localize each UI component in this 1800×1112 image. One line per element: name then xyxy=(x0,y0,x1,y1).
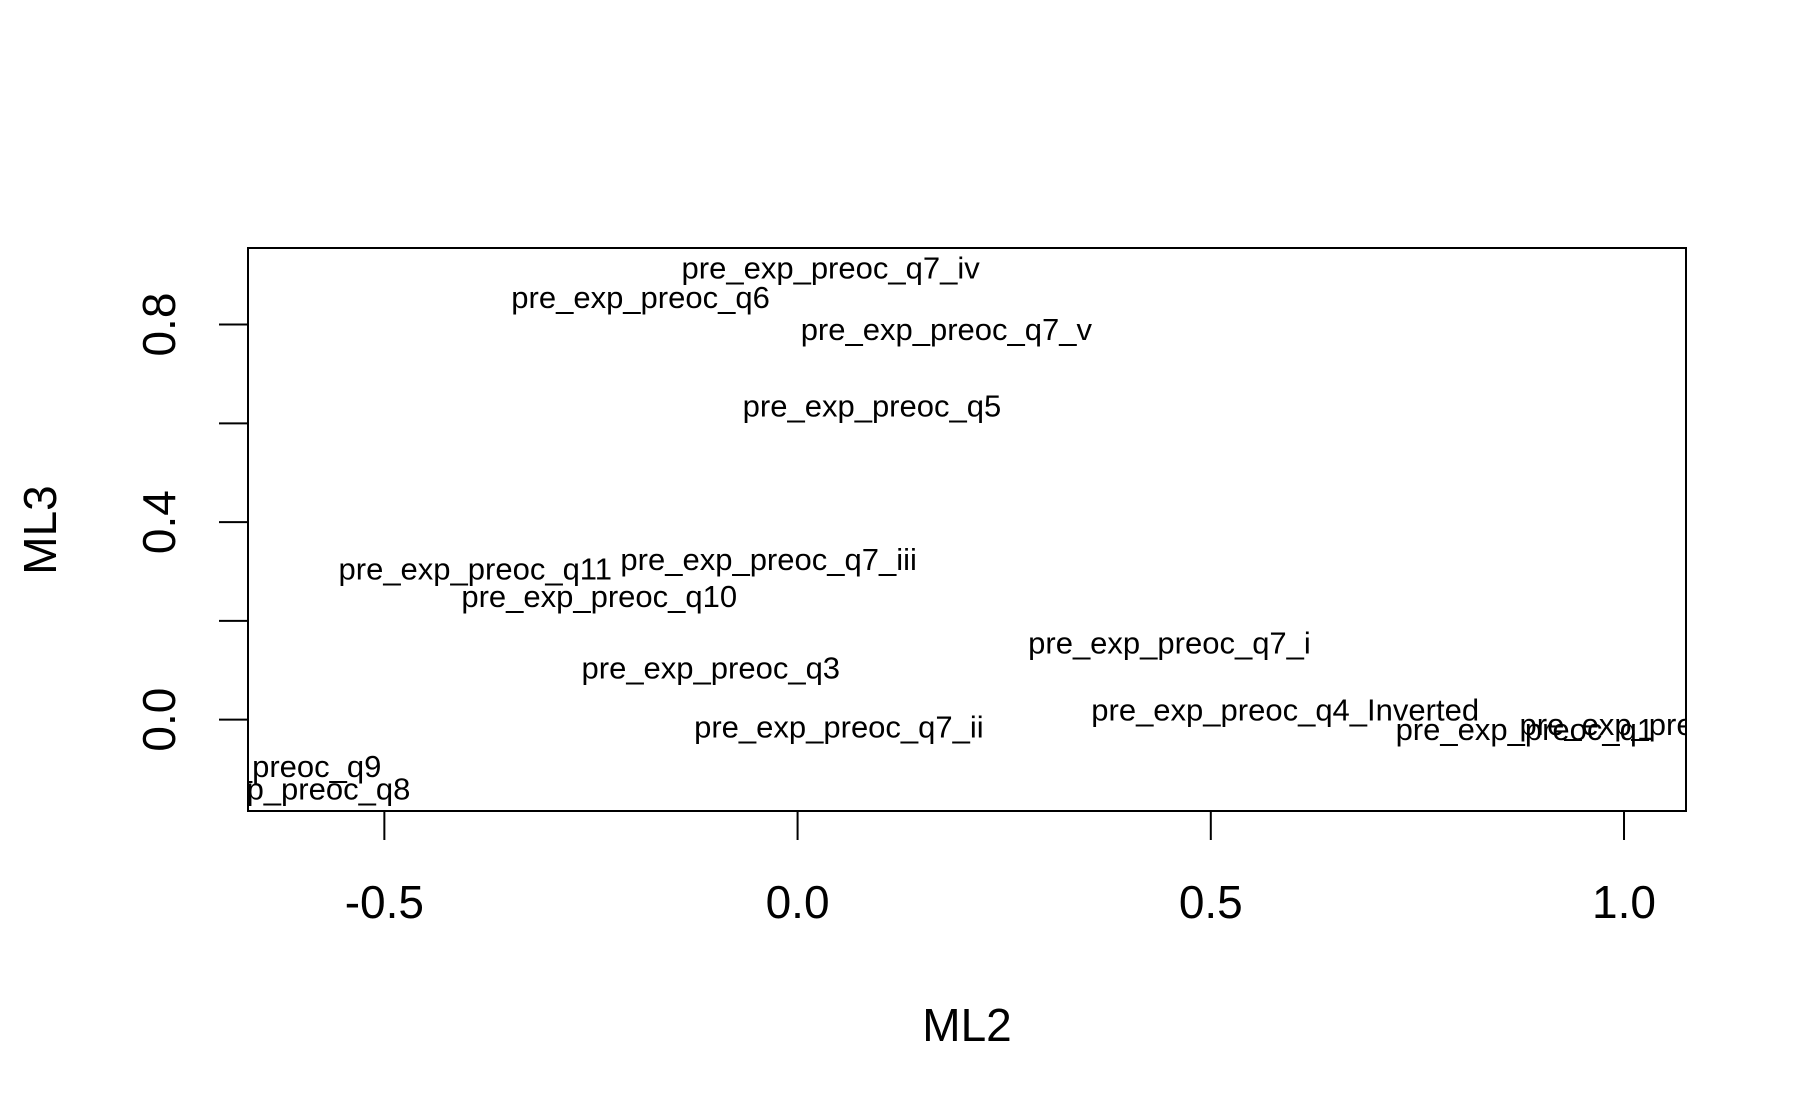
point-label: pre_exp_preoc_q7_iii xyxy=(620,542,916,577)
point-label: pre_exp_preoc_q7_iv xyxy=(682,250,981,285)
point-label: pre_exp_preoc_q1 xyxy=(1396,712,1655,747)
x-tick-label: -0.5 xyxy=(345,876,424,928)
x-tick-label: 0.0 xyxy=(766,876,830,928)
y-tick-label: 0.8 xyxy=(133,293,185,357)
point-label: pre_exp_preoc_q2 xyxy=(1520,707,1779,742)
x-tick-label: 1.0 xyxy=(1592,876,1656,928)
point-label: pre_exp_preoc_q9 xyxy=(123,749,382,784)
point-label: pre_exp_preoc_q3 xyxy=(582,650,841,685)
plot-frame xyxy=(247,247,1687,812)
point-label: pre_exp_preoc_q4_Inverted xyxy=(1091,692,1479,727)
point-label: pre_exp_preoc_q10 xyxy=(461,579,737,614)
y-tick-label: 0.4 xyxy=(133,490,185,554)
point-label: pre_exp_preoc_q6 xyxy=(511,280,770,315)
point-label: pre_exp_preoc_q8 xyxy=(152,771,411,806)
x-axis-title: ML2 xyxy=(922,999,1011,1051)
point-label: pre_exp_preoc_q5 xyxy=(743,389,1002,424)
point-label: pre_exp_preoc_q7_v xyxy=(801,312,1093,347)
y-axis: 0.0 0.4 0.8 xyxy=(133,293,249,752)
point-label: pre_exp_preoc_q7_ii xyxy=(694,710,984,745)
y-tick-label: 0.0 xyxy=(133,688,185,752)
y-axis-title: ML3 xyxy=(14,485,66,574)
x-axis: -0.5 0.0 0.5 1.0 xyxy=(345,810,1656,928)
x-tick-label: 0.5 xyxy=(1179,876,1243,928)
point-label: pre_exp_preoc_q11 xyxy=(339,552,612,587)
point-label: pre_exp_preoc_q7_i xyxy=(1028,626,1311,661)
